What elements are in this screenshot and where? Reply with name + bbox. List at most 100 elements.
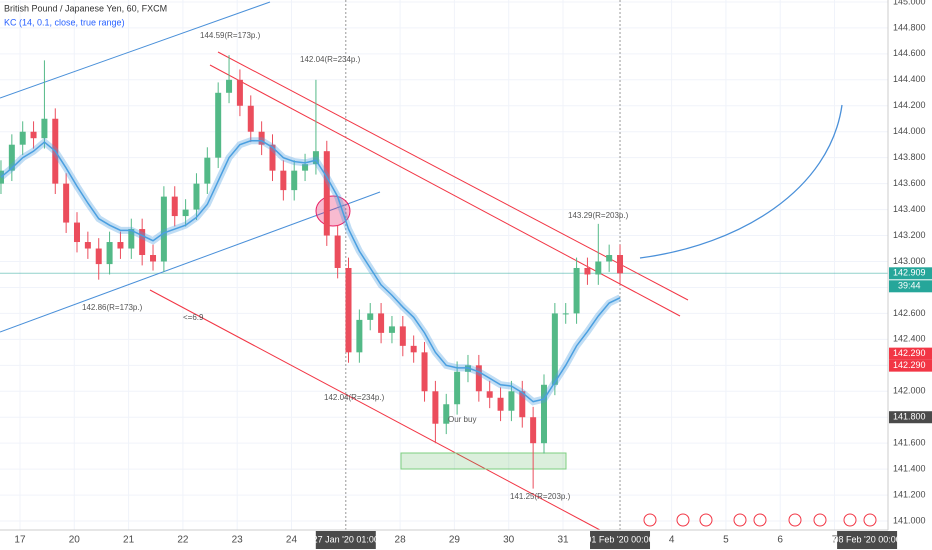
- price-marker-label: 142.909: [893, 268, 926, 278]
- candle-body: [280, 170, 287, 191]
- indicator-label: KC (14, 0.1, close, true range): [4, 17, 125, 27]
- crosshair-label: 08 Feb '20 00:00: [833, 534, 900, 544]
- annotation: 142.04(R=234p.): [324, 393, 385, 402]
- candle-body: [204, 157, 211, 184]
- candle-body: [95, 248, 102, 265]
- x-tick-label: 21: [123, 535, 135, 546]
- candle-body: [215, 92, 222, 158]
- plot: [0, 55, 624, 489]
- y-tick-label: 145.000: [893, 0, 926, 6]
- candle-body: [182, 209, 189, 217]
- candle-body: [106, 242, 113, 265]
- x-tick-label: 31: [557, 535, 569, 546]
- candle-body: [432, 391, 439, 424]
- y-tick-label: 144.200: [893, 100, 926, 110]
- trend-line: [0, 1, 271, 99]
- crosshair-label: 01 Feb '20 00:00: [586, 534, 653, 544]
- kc-line: [0, 140, 621, 403]
- channel-line: [149, 289, 601, 531]
- candle-body: [443, 404, 450, 424]
- candle-body: [171, 196, 178, 217]
- candle-body: [236, 79, 243, 106]
- candle-body: [312, 151, 319, 165]
- candle-body: [150, 255, 157, 262]
- price-marker-bg: [889, 347, 932, 360]
- candle-body: [128, 229, 135, 249]
- candle-body: [551, 313, 558, 385]
- y-tick-label: 143.000: [893, 256, 926, 266]
- candle-body: [367, 313, 374, 320]
- candle-body: [454, 371, 461, 405]
- y-tick-label: 144.800: [893, 22, 926, 32]
- y-tick-label: 143.200: [893, 230, 926, 240]
- crosshair-label: 27 Jan '20 01:00: [313, 534, 379, 544]
- x-tick-label: 20: [69, 535, 81, 546]
- y-tick-label: 142.400: [893, 334, 926, 344]
- y-tick-label: 143.600: [893, 178, 926, 188]
- candle-body: [226, 79, 233, 93]
- x-tick-label: 29: [449, 535, 461, 546]
- grid: [0, 0, 888, 530]
- candle-body: [617, 255, 624, 274]
- candle-body: [486, 391, 493, 398]
- price-marker-bg: [889, 359, 932, 372]
- y-tick-label: 141.400: [893, 464, 926, 474]
- candle-body: [334, 235, 341, 268]
- x-tick-label: 30: [503, 535, 515, 546]
- chart-title: British Pound / Japanese Yen, 60, FXCM: [4, 3, 167, 13]
- x-tick-label: 24: [286, 535, 298, 546]
- candle-body: [291, 170, 298, 191]
- x-tick-label: 23: [232, 535, 244, 546]
- candle-body: [247, 105, 254, 132]
- x-tick-label: 17: [14, 535, 26, 546]
- y-tick-label: 141.000: [893, 515, 926, 525]
- candle-body: [562, 313, 569, 315]
- crosshair-label-bg: [837, 531, 898, 549]
- candle-body: [302, 164, 309, 171]
- x-tick-label: 5: [723, 535, 729, 546]
- crosshair-label-bg: [315, 531, 376, 549]
- annotation: 143.29(R=203p.): [568, 211, 629, 220]
- candle-body: [8, 144, 15, 171]
- buy-zone: [400, 452, 567, 470]
- price-marker-bg: [889, 267, 932, 280]
- y-tick-label: 143.800: [893, 152, 926, 162]
- y-tick-label: 144.400: [893, 74, 926, 84]
- x-tick-label: 4: [669, 535, 675, 546]
- candle-body: [160, 196, 167, 262]
- annotation: 142.04(R=234p.): [300, 55, 361, 64]
- axes: 141.000 141.200 141.400 141.600 141.800 142.0…: [14, 0, 932, 549]
- price-marker-bg: [889, 411, 932, 424]
- candle-body: [323, 151, 330, 236]
- price-marker-label: 142.290: [893, 348, 926, 358]
- y-tick-label: 143.400: [893, 204, 926, 214]
- candle-body: [41, 118, 48, 139]
- candle-body: [63, 183, 70, 223]
- projection-curve: [639, 104, 843, 259]
- y-tick-label: 144.600: [893, 48, 926, 58]
- x-tick-label: 22: [177, 535, 189, 546]
- candle-body: [117, 242, 124, 249]
- candle-body: [475, 365, 482, 392]
- candle-body: [388, 326, 395, 333]
- candle-body: [84, 242, 91, 249]
- candle-body: [497, 397, 504, 411]
- channel-line: [209, 64, 681, 317]
- candle-body: [519, 391, 526, 418]
- annotation: <=6.9: [183, 313, 204, 322]
- y-tick-label: 141.600: [893, 438, 926, 448]
- candle-body: [606, 255, 613, 262]
- candle-body: [139, 229, 146, 256]
- candle-body: [193, 183, 200, 210]
- annotation: 144.59(R=173p.): [200, 31, 261, 40]
- candle-body: [595, 261, 602, 275]
- x-tick-label: 7: [832, 535, 838, 546]
- candle-body: [258, 131, 265, 145]
- candle-body: [540, 384, 547, 444]
- countdown-bg: [889, 280, 932, 293]
- x-tick-label: 6: [777, 535, 783, 546]
- annotation: Our buy: [448, 415, 476, 424]
- price-marker-label: 141.800: [893, 412, 926, 422]
- candle-body: [508, 391, 515, 411]
- candle-body: [269, 144, 276, 171]
